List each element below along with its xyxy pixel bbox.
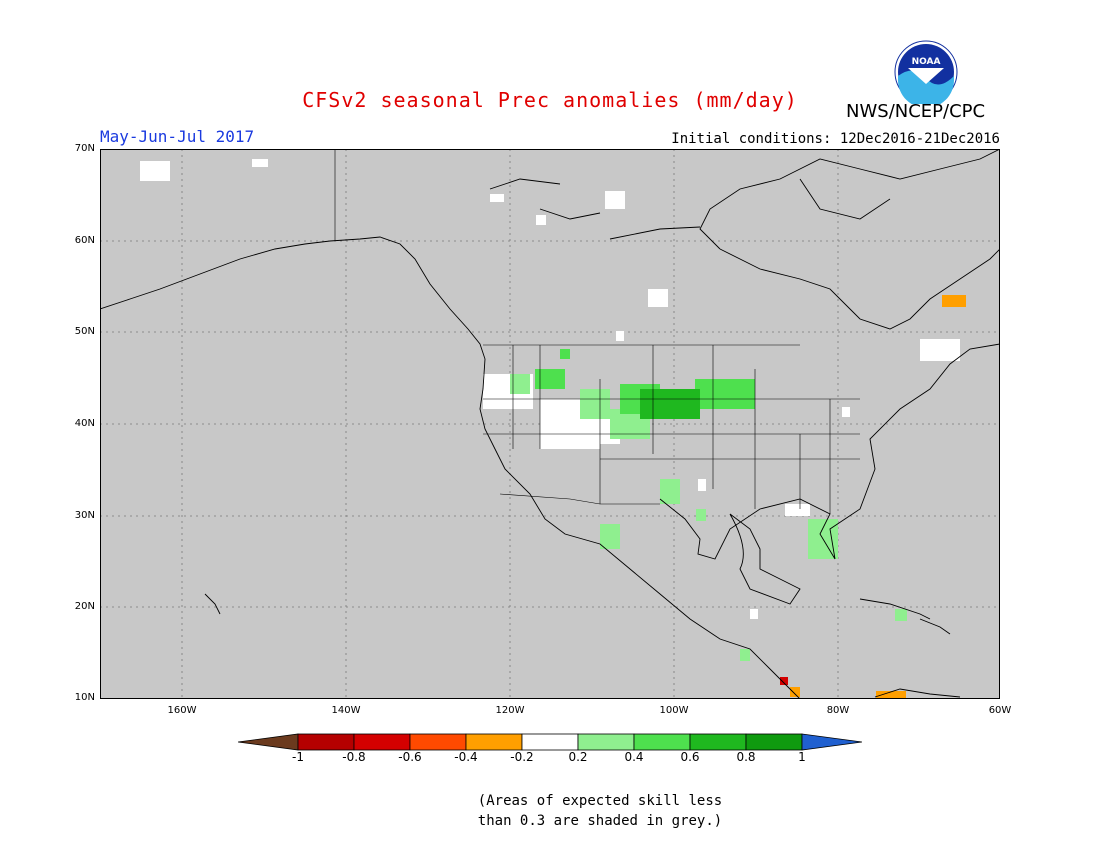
- agency-label: NWS/NCEP/CPC: [846, 101, 986, 122]
- lat-label-20n: 20N: [74, 601, 95, 612]
- legend-arrow-low: [238, 733, 299, 751]
- lat-label-40n: 40N: [74, 418, 95, 429]
- map-title: CFSv2 seasonal Prec anomalies (mm/day): [302, 88, 798, 112]
- legend-label: 0.6: [680, 750, 700, 764]
- coastlines: [100, 149, 1000, 699]
- legend-label: 1: [798, 750, 806, 764]
- lon-label-160w: 160W: [167, 705, 197, 716]
- color-legend: [238, 733, 862, 751]
- skill-note-line1: (Areas of expected skill less: [477, 793, 723, 809]
- legend-arrow-high: [801, 733, 862, 751]
- legend-bin: [409, 733, 467, 751]
- legend-label: -0.8: [342, 750, 366, 764]
- legend-bin: [689, 733, 747, 751]
- legend-bin: [297, 733, 355, 751]
- borders: [334, 149, 860, 514]
- lon-label-60w: 60W: [988, 705, 1012, 716]
- noaa-logo: NOAA: [894, 40, 958, 104]
- legend-bin: [521, 733, 579, 751]
- lon-label-80w: 80W: [826, 705, 850, 716]
- skill-note-line2: than 0.3 are shaded in grey.): [477, 813, 723, 829]
- precip-anomaly-map: [100, 149, 1000, 699]
- skill-note: (Areas of expected skill less than 0.3 a…: [420, 791, 780, 831]
- lat-label-70n: 70N: [74, 143, 95, 154]
- initial-conditions: Initial conditions: 12Dec2016-21Dec2016: [671, 131, 1000, 147]
- legend-bin: [465, 733, 523, 751]
- lat-label-10n: 10N: [74, 692, 95, 703]
- legend-label: 0.2: [568, 750, 588, 764]
- legend-label: -0.6: [398, 750, 422, 764]
- legend-bin: [577, 733, 635, 751]
- legend-label: -0.2: [510, 750, 534, 764]
- legend-label: -0.4: [454, 750, 478, 764]
- lon-label-100w: 100W: [659, 705, 689, 716]
- lat-label-60n: 60N: [74, 235, 95, 246]
- anomaly-patches: [140, 159, 966, 699]
- legend-label: -1: [292, 750, 304, 764]
- legend-label: 0.4: [624, 750, 644, 764]
- lon-label-120w: 120W: [495, 705, 525, 716]
- lat-label-50n: 50N: [74, 326, 95, 337]
- legend-label: 0.8: [736, 750, 756, 764]
- lon-label-140w: 140W: [331, 705, 361, 716]
- legend-bin: [745, 733, 803, 751]
- lat-label-30n: 30N: [74, 510, 95, 521]
- noaa-logo-text: NOAA: [912, 57, 941, 67]
- forecast-period: May-Jun-Jul 2017: [100, 127, 255, 146]
- legend-bin: [633, 733, 691, 751]
- legend-bin: [353, 733, 411, 751]
